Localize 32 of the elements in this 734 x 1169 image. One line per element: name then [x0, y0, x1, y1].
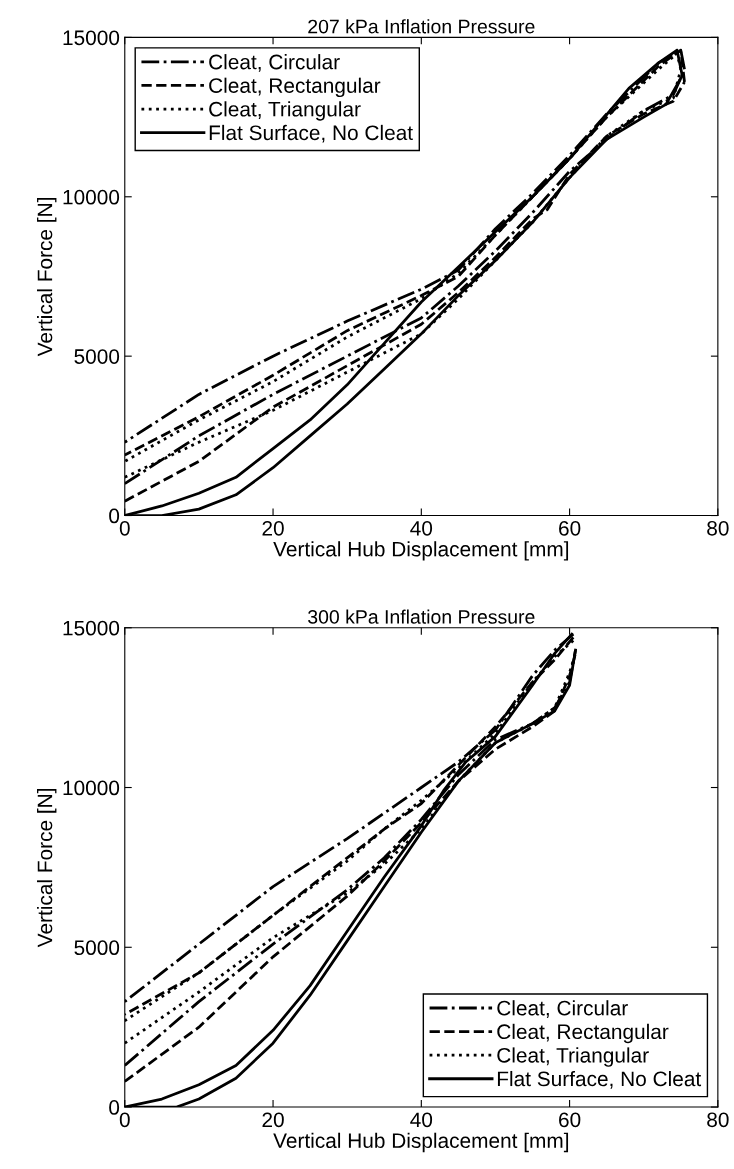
y-tick-label: 10000: [63, 189, 120, 205]
chart-title: 207 kPa Inflation Pressure: [308, 19, 535, 34]
x-tick-label: 20: [262, 520, 284, 536]
y-axis-title: Vertical Force [N]: [37, 198, 57, 357]
x-tick-label: 0: [119, 1112, 130, 1128]
x-axis-title: Vertical Hub Displacement [mm]: [273, 541, 569, 561]
x-tick-label: 80: [707, 520, 729, 536]
legend-label: Cleat, Triangular: [209, 101, 361, 121]
y-tick-label: 10000: [63, 780, 120, 796]
x-tick-label: 80: [707, 1112, 729, 1128]
y-tick-label: 5000: [74, 349, 120, 364]
legend-label: Cleat, Triangular: [497, 1047, 649, 1067]
x-axis-title: Vertical Hub Displacement [mm]: [273, 1132, 569, 1153]
y-tick-label: 15000: [63, 620, 120, 636]
x-tick-label: 60: [559, 1112, 581, 1128]
x-tick-label: 40: [410, 1112, 433, 1128]
y-tick-label: 0: [109, 1100, 120, 1115]
legend-label: Cleat, Rectangular: [209, 77, 381, 98]
x-tick-label: 0: [119, 520, 130, 536]
legend-label: Cleat, Circular: [497, 1000, 628, 1018]
y-tick-label: 0: [109, 508, 120, 524]
legend-label: Cleat, Circular: [209, 54, 340, 72]
legend-label: Flat Surface, No Cleat: [209, 124, 413, 143]
x-tick-label: 60: [559, 520, 581, 536]
y-axis-title: Vertical Force [N]: [37, 788, 57, 948]
x-tick-label: 40: [410, 520, 433, 536]
chart-title: 300 kPa Inflation Pressure: [308, 609, 535, 624]
y-tick-label: 15000: [63, 30, 120, 46]
legend-label: Cleat, Rectangular: [497, 1023, 669, 1044]
x-tick-label: 20: [262, 1112, 284, 1128]
legend-label: Flat Surface, No Cleat: [497, 1070, 702, 1089]
y-tick-label: 5000: [74, 940, 120, 956]
